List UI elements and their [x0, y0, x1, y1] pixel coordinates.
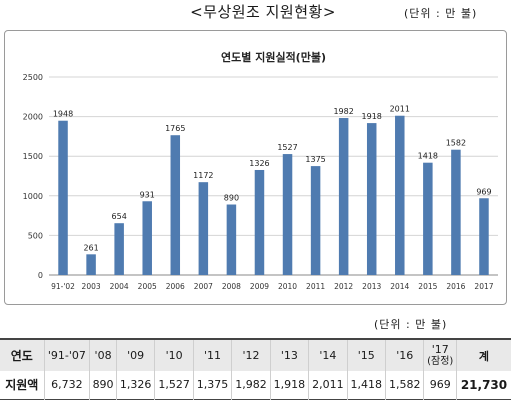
table-cell-17: 969: [423, 371, 457, 399]
data-label: 1326: [249, 159, 269, 168]
x-tick-label: 2008: [222, 282, 241, 291]
header-year: '15: [347, 339, 387, 371]
table-cell: 890: [89, 371, 117, 399]
x-tick-label: 2011: [306, 282, 325, 291]
y-tick-label: 1000: [23, 192, 43, 201]
data-label: 1765: [165, 124, 185, 133]
data-label: 1982: [333, 107, 353, 116]
x-tick-label: 2006: [166, 282, 185, 291]
bar-chart: 연도별 지원실적(만불) 0 500 1000 1500 2000 2500 1948 91-'…: [23, 50, 498, 291]
y-tick-label: 0: [38, 271, 43, 280]
unit-label-top: (단위 : 만 불): [404, 7, 478, 20]
provisional-note: (잠정): [427, 356, 454, 367]
bar: [170, 135, 181, 275]
data-label: 261: [83, 243, 98, 252]
data-label: 1582: [446, 139, 466, 148]
x-tick-label: 2014: [390, 282, 409, 291]
x-tick-label: 2012: [334, 282, 353, 291]
chart-title: 연도별 지원실적(만불): [221, 50, 326, 64]
table-cell: 1,918: [270, 371, 310, 399]
table-cell: 1,375: [193, 371, 233, 399]
header-year: '14: [308, 339, 348, 371]
x-tick-label: 91-'02: [51, 282, 75, 291]
y-tick-label: 2000: [23, 113, 43, 122]
bar: [198, 182, 209, 275]
table-cell: 1,418: [347, 371, 387, 399]
data-label: 1418: [418, 152, 438, 161]
bar: [310, 166, 321, 275]
bar: [423, 162, 433, 275]
table-cell: 2,011: [308, 371, 348, 399]
bar: [226, 204, 237, 275]
bar: [254, 169, 265, 275]
y-tick-label: 500: [28, 231, 43, 240]
data-label: 1172: [193, 171, 213, 180]
y-tick-label: 1500: [23, 152, 43, 161]
data-label: 1375: [305, 155, 325, 164]
table-cell-total: 21,730: [460, 377, 508, 392]
bar: [395, 115, 405, 276]
table-cell: 1,982: [231, 371, 271, 399]
data-label: 890: [224, 194, 239, 203]
x-tick-label: 2005: [138, 282, 157, 291]
bar: [479, 198, 489, 275]
bar: [142, 201, 152, 275]
x-tick-label: 2003: [82, 282, 101, 291]
bar: [86, 254, 96, 275]
x-tick-label: 2004: [110, 282, 129, 291]
x-tick-label: 2013: [362, 282, 381, 291]
row-label: 지원액: [0, 371, 45, 399]
bar: [366, 123, 377, 276]
data-label: 1918: [362, 112, 382, 121]
bar: [114, 223, 124, 275]
chart-frame: 연도별 지원실적(만불) 0 500 1000 1500 2000 2500 1948 91-'…: [4, 30, 507, 305]
bar: [338, 118, 349, 275]
data-label: 969: [476, 187, 491, 196]
x-tick-label: 2016: [446, 282, 465, 291]
data-label: 654: [112, 212, 127, 221]
table-row: 지원액 6,732 890 1,326 1,527 1,375 1,982 1,…: [0, 371, 511, 399]
header-total: 계: [478, 349, 490, 363]
header-year: '13: [270, 339, 310, 371]
bar: [451, 149, 461, 275]
support-table: 연도 '91-'07 '08 '09 '10 '11 '12 '13 '14 '…: [0, 338, 511, 400]
header-year: '08: [89, 339, 117, 371]
table-cell: 1,582: [385, 371, 425, 399]
header-year: '12: [231, 339, 271, 371]
bar: [58, 120, 68, 275]
table-header-row: 연도 '91-'07 '08 '09 '10 '11 '12 '13 '14 '…: [0, 339, 511, 371]
data-label: 931: [140, 190, 155, 199]
header-year: '09: [116, 339, 156, 371]
x-tick-label: 2010: [278, 282, 297, 291]
header-year-17-label: '17: [431, 343, 449, 356]
x-tick-label: 2017: [474, 282, 493, 291]
data-label: 1948: [53, 110, 73, 119]
header-year: '10: [154, 339, 194, 371]
header-year: '16: [385, 339, 425, 371]
table-cell: 6,732: [44, 371, 91, 399]
data-label: 2011: [390, 105, 410, 114]
x-tick-label: 2009: [250, 282, 269, 291]
x-tick-label: 2007: [194, 282, 213, 291]
header-year-label: 연도: [0, 339, 45, 371]
data-label: 1527: [277, 143, 297, 152]
bar: [282, 154, 293, 275]
header-year-17: '17 (잠정): [423, 339, 457, 371]
header-year: '91-'07: [44, 339, 91, 371]
header-year: '11: [193, 339, 233, 371]
y-tick-label: 2500: [23, 73, 43, 82]
table-cell: 1,527: [154, 371, 194, 399]
page-title: <무상원조 지원현황>: [190, 3, 336, 21]
unit-label-table: (단위 : 만 불): [374, 318, 448, 331]
x-tick-label: 2015: [418, 282, 437, 291]
table-cell: 1,326: [116, 371, 156, 399]
